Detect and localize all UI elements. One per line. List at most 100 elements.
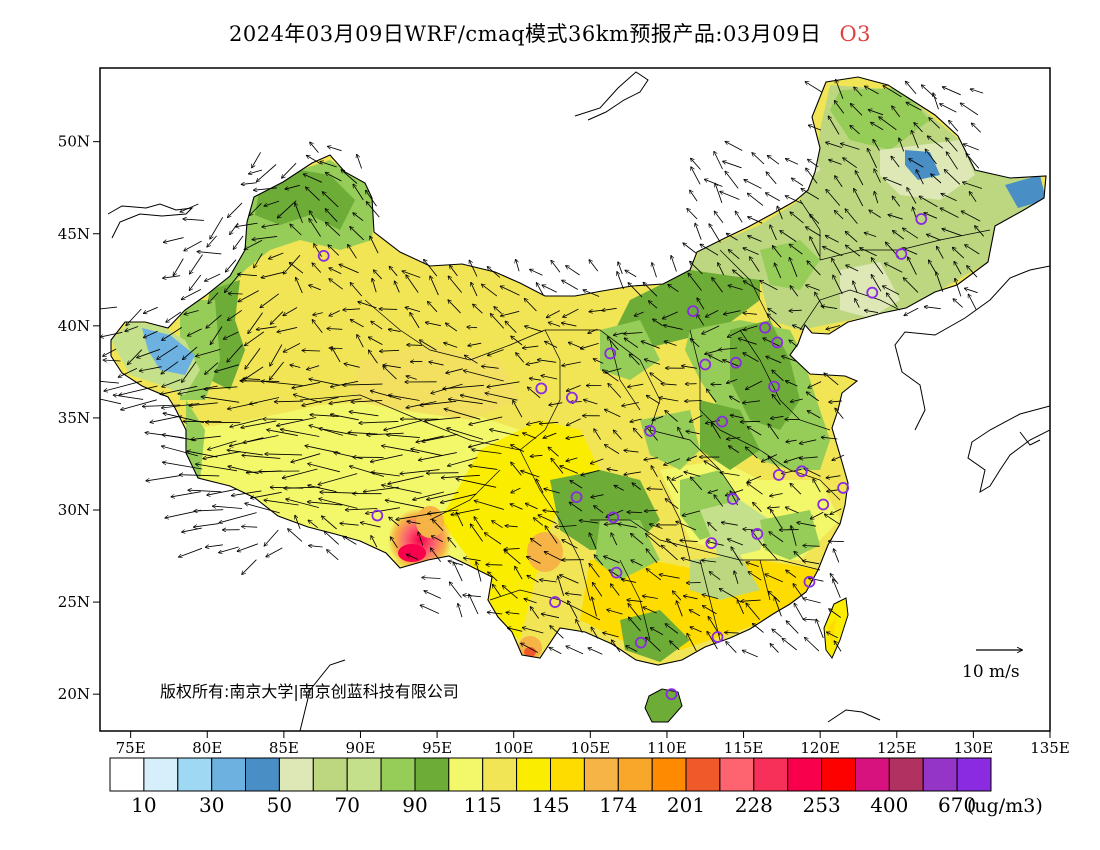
wind-arrow: [100, 306, 118, 310]
wind-arrow: [371, 321, 383, 330]
wind-arrow: [295, 515, 301, 530]
wind-arrow: [357, 154, 363, 169]
wind-arrow: [511, 336, 523, 346]
wind-arrow: [329, 279, 343, 290]
wind-reference-label: 10 m/s: [962, 662, 1020, 682]
wind-arrow: [803, 546, 820, 547]
lon-tick-label: 110E: [647, 739, 687, 757]
wind-arrow: [524, 599, 537, 604]
wind-arrow: [163, 275, 181, 279]
station-marker: [317, 249, 330, 262]
wind-arrow: [555, 526, 577, 528]
wind-arrow: [467, 327, 478, 328]
wind-arrow: [661, 384, 677, 385]
wind-arrow: [719, 348, 738, 350]
wind-arrow: [161, 361, 179, 374]
species-label: O3: [839, 22, 872, 46]
wind-arrow: [527, 575, 539, 583]
wind-arrow: [883, 86, 902, 98]
wind-arrow: [782, 638, 797, 651]
wind-arrow: [320, 492, 358, 493]
wind-arrow: [183, 219, 204, 221]
wind-arrow: [687, 455, 697, 460]
wind-arrow: [307, 155, 322, 165]
wind-arrow: [715, 183, 723, 204]
wind-arrow: [691, 477, 703, 491]
wind-arrow: [629, 617, 641, 632]
wind-arrow: [366, 190, 377, 207]
wind-arrow: [686, 431, 700, 435]
wind-arrow: [891, 156, 900, 168]
wind-arrow: [205, 273, 221, 281]
legend-swatch: [177, 757, 213, 792]
wind-arrow: [163, 237, 184, 243]
station-marker: [726, 493, 739, 505]
wind-arrow: [182, 361, 197, 383]
legend-label: 228: [735, 793, 773, 817]
station-marker: [915, 213, 928, 225]
wind-arrow: [350, 320, 364, 328]
wind-arrow: [537, 360, 557, 363]
wind-arrow: [683, 596, 698, 600]
wind-arrow: [720, 192, 740, 200]
wind-arrow: [714, 211, 724, 223]
wind-arrow: [179, 547, 203, 557]
wind-arrow: [929, 118, 940, 129]
wind-arrow: [446, 323, 458, 332]
wind-arrow: [611, 533, 618, 546]
wind-arrow: [682, 510, 701, 516]
lon-tick-label: 90E: [345, 739, 375, 757]
wind-arrow: [447, 428, 484, 440]
wind-arrow: [767, 314, 782, 329]
wind-arrow: [864, 233, 877, 238]
wind-arrow: [410, 313, 420, 329]
wind-arrow: [964, 288, 978, 294]
wind-arrow: [768, 424, 779, 440]
wind-arrow: [649, 301, 658, 309]
wind-arrow: [966, 154, 980, 169]
wind-arrow: [389, 266, 398, 277]
wind-arrow: [741, 600, 761, 601]
station-marker: [604, 347, 617, 360]
wind-arrow: [768, 308, 777, 315]
wind-arrow: [806, 227, 821, 237]
wind-arrow: [566, 266, 580, 276]
wind-arrow: [446, 368, 464, 373]
legend-label: 10: [131, 793, 156, 817]
wind-arrow: [327, 329, 343, 330]
wind-arrow: [413, 491, 445, 500]
wind-arrow: [530, 269, 543, 276]
wind-arrow: [370, 454, 403, 462]
wind-arrow: [357, 335, 364, 348]
wind-arrow: [705, 349, 719, 354]
wind-arrow: [387, 435, 420, 439]
wind-arrow: [197, 252, 222, 255]
wind-arrow: [388, 329, 401, 331]
wind-reference: 10 m/s: [962, 650, 1022, 682]
legend-swatch: [346, 757, 382, 792]
wind-arrow: [388, 475, 424, 484]
wind-arrow: [231, 490, 262, 496]
wind-arrow: [845, 209, 858, 224]
wind-arrow: [747, 483, 763, 495]
wind-arrow: [712, 278, 723, 293]
wind-arrow: [904, 307, 919, 315]
wind-arrow: [833, 275, 843, 295]
wind-arrow: [441, 493, 477, 503]
legend-swatch: [956, 757, 992, 792]
wind-arrow: [566, 385, 581, 391]
wind-arrow: [854, 189, 864, 207]
wind-arrow: [702, 595, 719, 600]
wind-arrow: [767, 156, 780, 165]
wind-arrow: [593, 359, 604, 364]
wind-arrow: [860, 248, 877, 257]
wind-arrow: [690, 190, 698, 202]
wind-arrow: [841, 144, 860, 150]
wind-arrow: [902, 248, 918, 255]
wind-arrow: [523, 433, 537, 439]
wind-arrow: [786, 381, 798, 387]
wind-arrow: [339, 264, 359, 274]
wind-arrow: [671, 256, 677, 272]
lon-tick-label: 115E: [724, 739, 764, 757]
wind-arrow: [801, 189, 820, 200]
